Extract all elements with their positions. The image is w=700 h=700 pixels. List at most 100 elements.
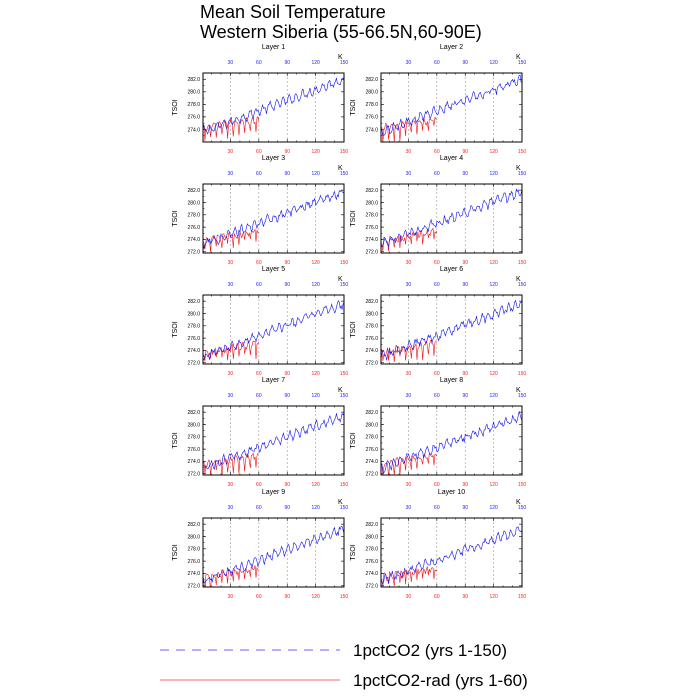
y-tick-label: 282.0: [187, 410, 200, 416]
panel-8: Layer 8 K TSOI 30 60 90 120 150 30 60 90 120 150 272.…: [350, 377, 526, 488]
units-label: K: [516, 276, 521, 283]
y-tick-label: 276.0: [187, 559, 200, 565]
y-tick-label: 282.0: [365, 299, 378, 305]
panel-7: Layer 7 K TSOI 30 60 90 120 150 30 60 90 120 150 272.…: [172, 377, 348, 488]
panel-title: Layer 9: [262, 489, 285, 496]
y-tick-label: 272.0: [187, 361, 200, 367]
plot-frame: [202, 294, 345, 365]
bottom-tick-label: 30: [406, 260, 412, 266]
units-label: K: [516, 499, 521, 506]
plot-frame: [380, 183, 523, 254]
y-tick-label: 272.0: [365, 250, 378, 256]
bottom-tick-label: 120: [489, 371, 498, 377]
y-tick-label: 278.0: [365, 102, 378, 108]
series-1pctco2-rad: [203, 228, 259, 253]
series-1pctco2: [381, 299, 522, 361]
top-tick-label: 150: [340, 171, 349, 177]
top-tick-label: 120: [311, 393, 320, 399]
y-tick-label: 278.0: [187, 102, 200, 108]
series-1pctco2: [203, 525, 344, 584]
y-tick-label: 280.0: [187, 534, 200, 540]
y-tick-label: 276.0: [187, 225, 200, 231]
y-tick-label: 278.0: [365, 324, 378, 330]
top-tick-label: 120: [311, 171, 320, 177]
y-tick-label: 278.0: [365, 213, 378, 219]
y-tick-label: 278.0: [187, 547, 200, 553]
panel-2: Layer 2 K TSOI 30 60 90 120 150 30 60 90 120 150 274.…: [350, 44, 526, 155]
figure-title-line1: Mean Soil Temperature: [200, 2, 386, 22]
top-tick-label: 60: [434, 505, 440, 511]
series-1pctco2-rad: [203, 340, 260, 362]
plot-frame: [202, 72, 345, 143]
series-1pctco2: [203, 300, 344, 361]
top-tick-label: 90: [284, 60, 290, 66]
y-tick-label: 276.0: [365, 559, 378, 565]
top-tick-label: 30: [228, 393, 234, 399]
top-tick-label: 60: [434, 171, 440, 177]
bottom-tick-label: 90: [462, 594, 468, 600]
bottom-tick-label: 60: [434, 594, 440, 600]
panel-4: Layer 4 K TSOI 30 60 90 120 150 30 60 90 120 150 272.…: [350, 155, 526, 266]
series-1pctco2: [203, 412, 344, 471]
panel-title: Layer 8: [440, 377, 463, 384]
panel-title: Layer 3: [262, 155, 285, 162]
y-axis-label: TSOI: [350, 321, 357, 337]
y-tick-label: 278.0: [365, 547, 378, 553]
top-tick-label: 90: [284, 171, 290, 177]
bottom-tick-label: 30: [406, 149, 412, 155]
top-tick-label: 60: [256, 282, 262, 288]
y-tick-label: 274.0: [365, 237, 378, 243]
bottom-tick-label: 150: [518, 149, 527, 155]
panel-9: Layer 9 K TSOI 30 60 90 120 150 30 60 90 120 150 272.…: [172, 489, 348, 600]
bottom-tick-label: 30: [228, 260, 234, 266]
y-tick-label: 282.0: [187, 522, 200, 528]
bottom-tick-label: 120: [489, 594, 498, 600]
series-1pctco2: [203, 77, 344, 135]
series-1pctco2-rad: [381, 566, 438, 587]
bottom-tick-label: 90: [284, 594, 290, 600]
y-tick-label: 282.0: [365, 77, 378, 83]
y-axis-label: TSOI: [350, 432, 357, 448]
top-tick-label: 150: [340, 393, 349, 399]
panel-6: Layer 6 K TSOI 30 60 90 120 150 30 60 90 120 150 272.…: [350, 266, 526, 377]
series-1pctco2-rad: [381, 453, 438, 475]
y-axis-label: TSOI: [172, 99, 179, 115]
top-tick-label: 30: [406, 505, 412, 511]
units-label: K: [516, 387, 521, 394]
bottom-tick-label: 30: [228, 371, 234, 377]
panel-10: Layer 10 K TSOI 30 60 90 120 150 30 60 90 120 150 272…: [350, 489, 526, 600]
y-tick-label: 274.0: [365, 571, 378, 577]
top-tick-label: 60: [256, 505, 262, 511]
top-tick-label: 30: [228, 505, 234, 511]
bottom-tick-label: 90: [284, 482, 290, 488]
bottom-tick-label: 150: [518, 371, 527, 377]
top-tick-label: 150: [518, 171, 527, 177]
bottom-tick-label: 60: [434, 371, 440, 377]
units-label: K: [338, 276, 343, 283]
bottom-tick-label: 60: [434, 149, 440, 155]
y-tick-label: 272.0: [187, 250, 200, 256]
top-tick-label: 30: [228, 60, 234, 66]
y-tick-label: 272.0: [365, 584, 378, 590]
y-tick-label: 274.0: [187, 459, 200, 465]
top-tick-label: 150: [340, 60, 349, 66]
y-tick-label: 280.0: [187, 200, 200, 206]
panel-title: Layer 5: [262, 266, 285, 273]
y-tick-label: 280.0: [187, 422, 200, 428]
y-tick-label: 278.0: [187, 213, 200, 219]
legend-label-2: 1pctCO2-rad (yrs 1-60): [353, 671, 528, 690]
bottom-tick-label: 30: [406, 594, 412, 600]
panel-3: Layer 3 K TSOI 30 60 90 120 150 30 60 90 120 150 272.…: [172, 155, 348, 266]
bottom-tick-label: 30: [228, 149, 234, 155]
bottom-tick-label: 60: [256, 149, 262, 155]
plot-frame: [380, 294, 523, 365]
y-tick-label: 272.0: [187, 472, 200, 478]
y-axis-label: TSOI: [350, 99, 357, 115]
plot-frame: [202, 517, 345, 588]
units-label: K: [338, 499, 343, 506]
top-tick-label: 150: [518, 393, 527, 399]
panel-title: Layer 6: [440, 266, 463, 273]
y-tick-label: 282.0: [187, 77, 200, 83]
top-tick-label: 150: [518, 505, 527, 511]
